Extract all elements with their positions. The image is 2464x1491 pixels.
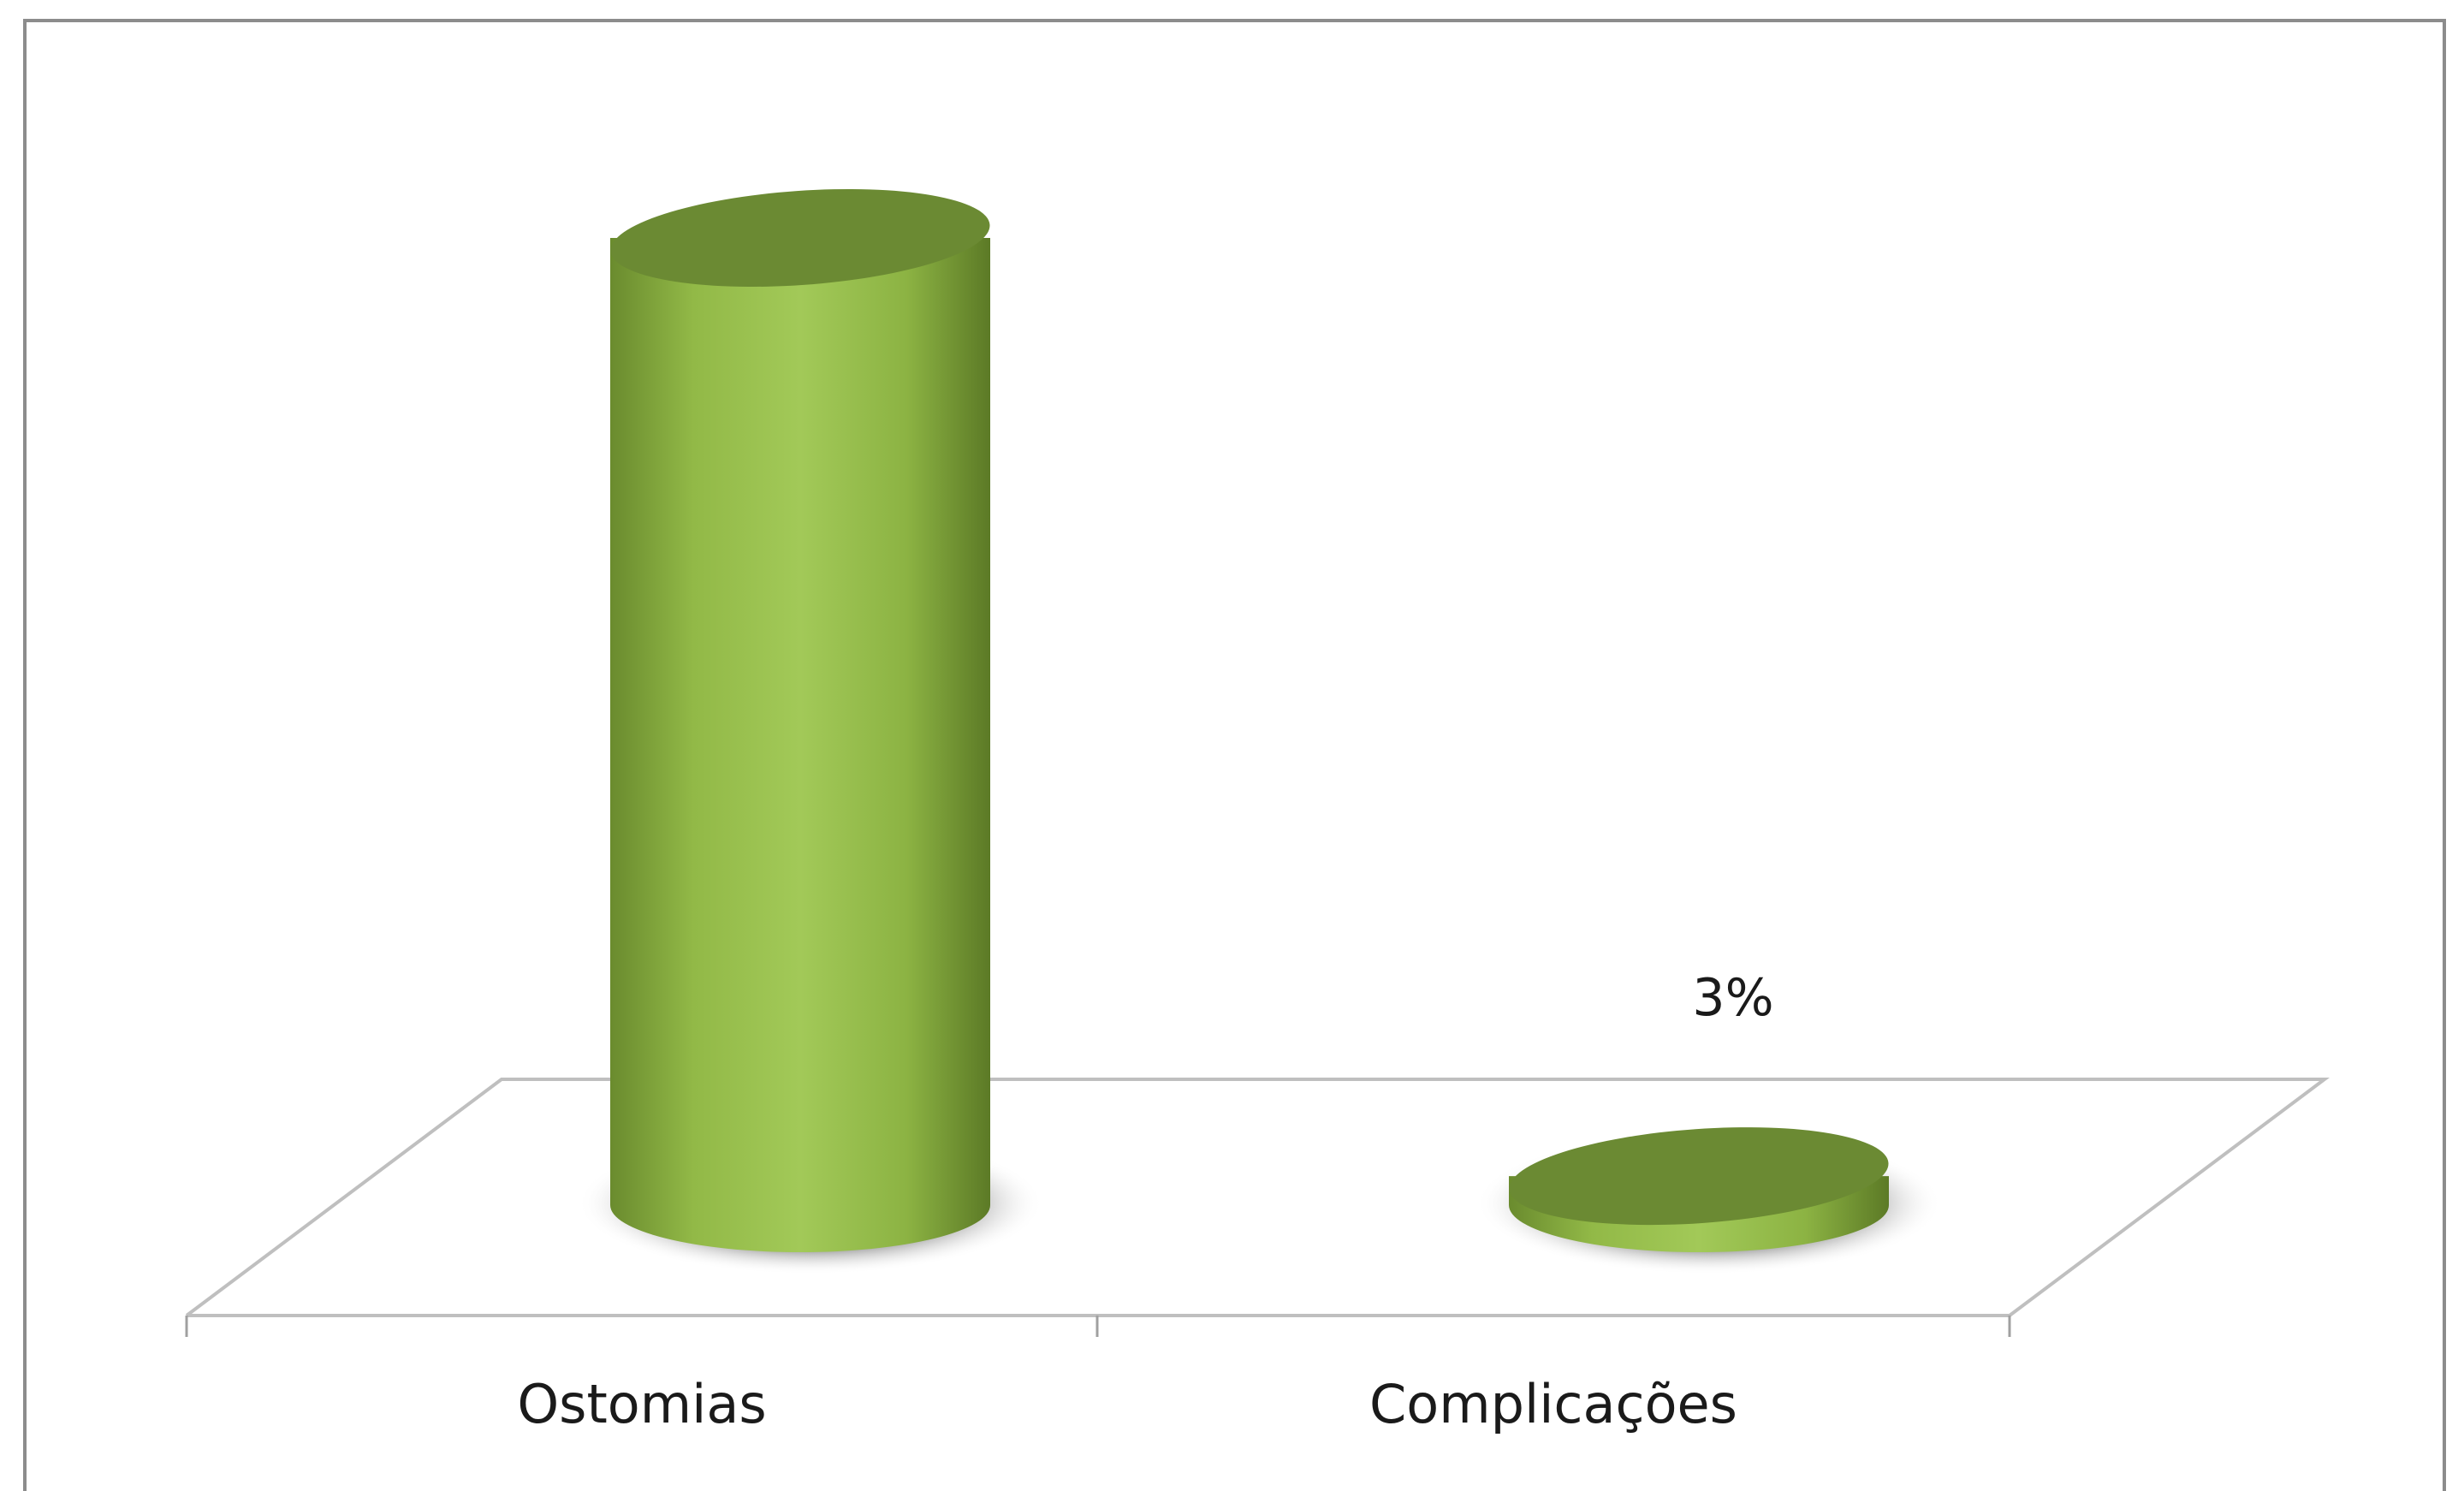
x-axis [185, 1316, 2011, 1337]
bar-complicacoes [1476, 1127, 1942, 1274]
x-tick-label-ostomias: Ostomias [517, 1373, 766, 1435]
x-tick-label-complicacoes: Complicações [1369, 1373, 1737, 1435]
bar-top-cap [610, 188, 990, 288]
bar-body [610, 238, 990, 1252]
bar-ostomias [578, 188, 1043, 1274]
floor-back-edge [185, 1078, 2330, 1317]
bar-top-cap [1509, 1127, 1889, 1226]
chart-frame [23, 19, 2446, 1491]
data-label-complicacoes: 3% [1692, 968, 1773, 1028]
chart-floor [185, 1078, 2330, 1317]
bars-group [578, 188, 1942, 1274]
